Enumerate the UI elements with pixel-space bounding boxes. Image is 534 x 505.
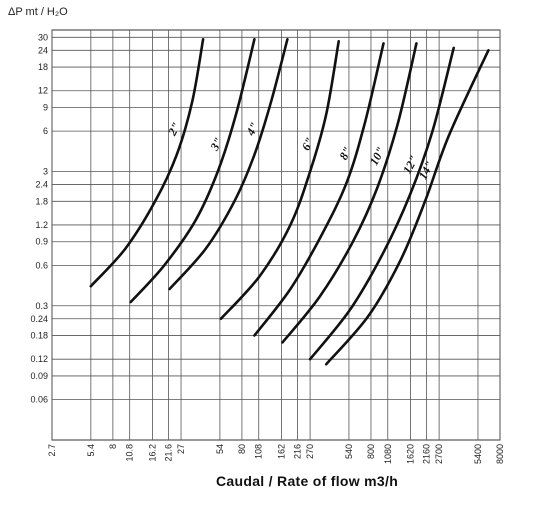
series-label-1: 2": [165, 120, 184, 139]
x-tick-label: 54: [215, 444, 225, 454]
series-line-6: [281, 42, 418, 344]
x-tick-label: 27: [176, 444, 186, 454]
y-tick-label: 0.06: [30, 395, 48, 405]
x-tick-label: 8000: [495, 444, 505, 464]
x-tick-label: 5.4: [86, 444, 96, 457]
y-tick-label: 2.4: [35, 180, 48, 190]
y-tick-label: 3: [43, 167, 48, 177]
x-axis-title: Caudal / Rate of flow m3/h: [216, 473, 399, 489]
x-tick-label: 2160: [422, 444, 432, 464]
series-label-5: 8": [336, 144, 354, 162]
x-tick-label: 216: [293, 444, 303, 459]
series-line-5: [253, 42, 385, 337]
x-tick-label: 8: [108, 444, 118, 449]
x-tick-label: 5400: [473, 444, 483, 464]
series-line-1: [89, 38, 205, 288]
series-label-3: 4": [243, 120, 262, 139]
y-axis-title: ΔP mt / H₂O: [8, 6, 68, 18]
x-tick-label: 80: [237, 444, 247, 454]
y-tick-label: 0.18: [30, 331, 48, 341]
series-label-4: 6": [299, 135, 317, 153]
x-tick-label: 2700: [434, 444, 444, 464]
y-tick-label: 1.2: [35, 220, 48, 230]
y-tick-label: 9: [43, 102, 48, 112]
y-tick-label: 0.24: [30, 314, 48, 324]
series-line-4: [219, 40, 340, 321]
y-tick-label: 12: [38, 86, 48, 96]
x-tick-label: 270: [305, 444, 315, 459]
x-tick-label: 162: [276, 444, 286, 459]
y-tick-label: 0.3: [35, 301, 48, 311]
series-label-2: 3": [207, 135, 226, 154]
series-line-3: [168, 38, 289, 291]
x-tick-label: 1620: [405, 444, 415, 464]
x-tick-label: 21.6: [164, 444, 174, 462]
x-tick-label: 2.7: [47, 444, 57, 457]
y-tick-label: 24: [38, 45, 48, 55]
x-tick-label: 108: [254, 444, 264, 459]
x-tick-label: 10.8: [125, 444, 135, 462]
y-tick-label: 6: [43, 126, 48, 136]
y-tick-label: 0.6: [35, 260, 48, 270]
y-tick-label: 18: [38, 62, 48, 72]
y-tick-label: 0.09: [30, 371, 48, 381]
y-tick-label: 30: [38, 32, 48, 42]
y-tick-label: 0.12: [30, 354, 48, 364]
y-tick-label: 1.8: [35, 196, 48, 206]
x-tick-label: 1080: [383, 444, 393, 464]
x-tick-label: 800: [366, 444, 376, 459]
plot-frame: [51, 29, 501, 441]
series-line-7: [308, 46, 455, 361]
y-tick-label: 0.9: [35, 237, 48, 247]
series-line-8: [324, 49, 490, 366]
series-line-2: [129, 38, 256, 304]
x-tick-label: 540: [344, 444, 354, 459]
x-tick-label: 16.2: [147, 444, 157, 462]
